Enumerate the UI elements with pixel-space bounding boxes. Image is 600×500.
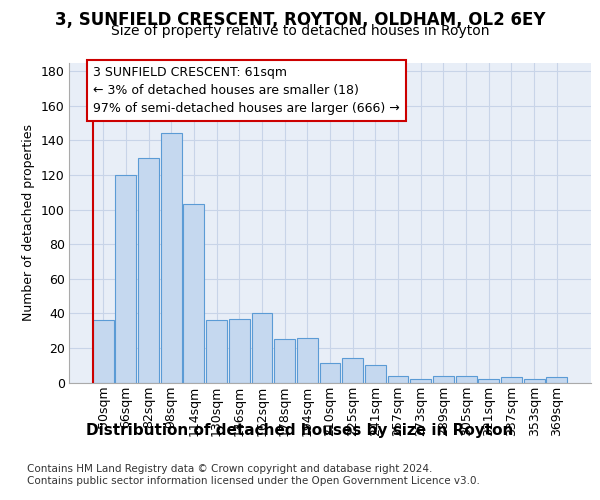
Bar xyxy=(184,204,205,382)
Bar xyxy=(229,318,250,382)
Bar xyxy=(365,365,386,382)
Bar xyxy=(93,320,113,382)
Bar xyxy=(410,379,431,382)
Bar xyxy=(297,338,318,382)
Bar xyxy=(320,364,340,382)
Bar xyxy=(524,379,545,382)
Bar xyxy=(115,175,136,382)
Text: Contains HM Land Registry data © Crown copyright and database right 2024.
Contai: Contains HM Land Registry data © Crown c… xyxy=(27,464,480,485)
Y-axis label: Number of detached properties: Number of detached properties xyxy=(22,124,35,321)
Bar xyxy=(274,340,295,382)
Text: Distribution of detached houses by size in Royton: Distribution of detached houses by size … xyxy=(86,422,514,438)
Bar xyxy=(206,320,227,382)
Bar xyxy=(478,379,499,382)
Bar xyxy=(138,158,159,382)
Text: 3 SUNFIELD CRESCENT: 61sqm
← 3% of detached houses are smaller (18)
97% of semi-: 3 SUNFIELD CRESCENT: 61sqm ← 3% of detac… xyxy=(93,66,400,115)
Bar xyxy=(388,376,409,382)
Bar xyxy=(455,376,476,382)
Bar xyxy=(501,378,522,382)
Text: 3, SUNFIELD CRESCENT, ROYTON, OLDHAM, OL2 6EY: 3, SUNFIELD CRESCENT, ROYTON, OLDHAM, OL… xyxy=(55,11,545,29)
Bar xyxy=(161,134,182,382)
Bar xyxy=(547,378,567,382)
Bar xyxy=(433,376,454,382)
Bar xyxy=(342,358,363,382)
Text: Size of property relative to detached houses in Royton: Size of property relative to detached ho… xyxy=(111,24,489,38)
Bar xyxy=(251,314,272,382)
